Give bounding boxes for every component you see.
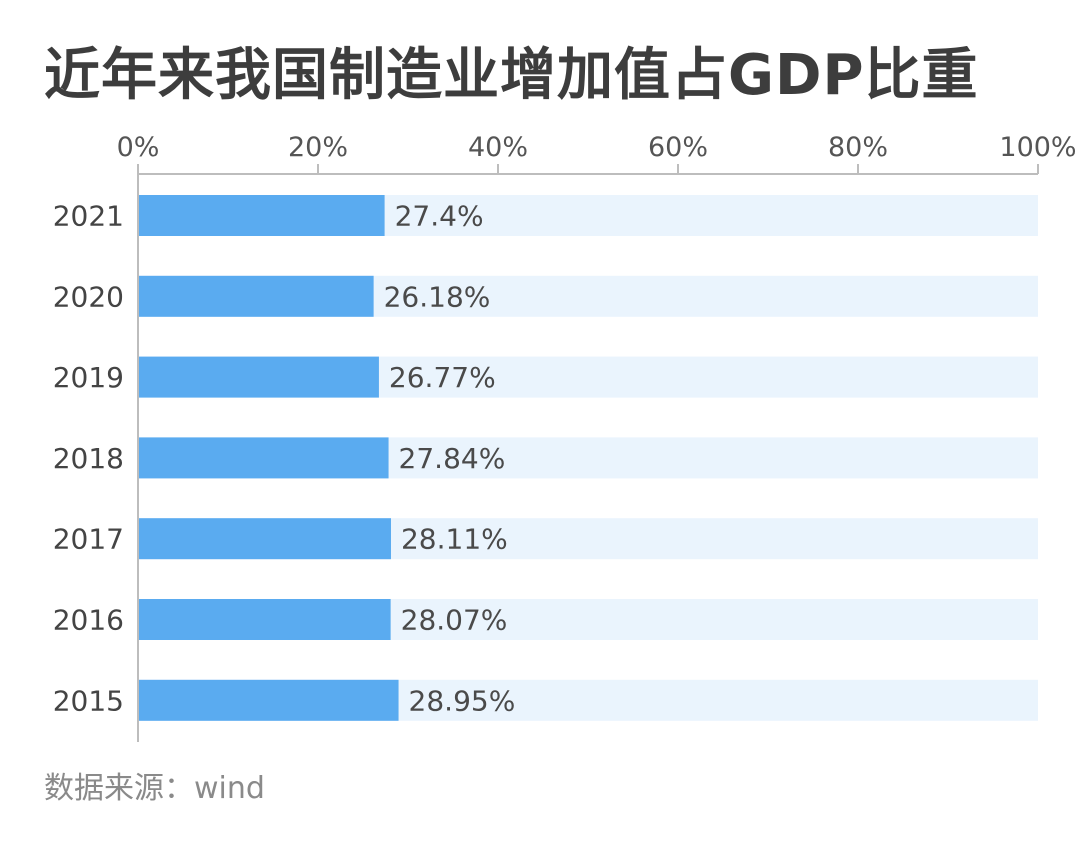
category-label: 2020 [53,280,124,313]
data-label: 26.18% [384,280,491,313]
x-tick-label: 0% [117,132,160,163]
x-tick-label: 80% [828,132,888,163]
category-label: 2018 [53,442,124,475]
category-label: 2015 [53,684,124,717]
x-tick-label: 40% [468,132,528,163]
data-label: 27.84% [399,442,506,475]
data-label: 26.77% [389,361,496,394]
bar [139,679,399,721]
data-label: 28.11% [401,523,508,556]
category-label: 2019 [53,361,124,394]
category-label: 2017 [53,523,124,556]
bars-group: 2021 27.4% 2020 26.18% 2019 26.77% 2018 27.84% 2… [53,195,1038,721]
x-axis: 0% 20% 40% 60% 80% 100% [117,132,1077,742]
chart-title: 近年来我国制造业增加值占GDP比重 [44,43,979,108]
data-label: 28.07% [401,604,508,637]
x-tick-label: 60% [648,132,708,163]
category-label: 2021 [53,200,124,233]
x-tick-label: 100% [999,132,1076,163]
bar [139,275,374,317]
bar [139,356,379,398]
bar [139,599,391,640]
bar [139,437,389,479]
bar [139,518,391,560]
bar [139,195,385,236]
data-source-note: 数据来源：wind [44,771,265,806]
x-tick-label: 20% [288,132,348,163]
data-label: 27.4% [395,200,484,233]
data-label: 28.95% [409,684,516,717]
category-label: 2016 [53,604,124,637]
